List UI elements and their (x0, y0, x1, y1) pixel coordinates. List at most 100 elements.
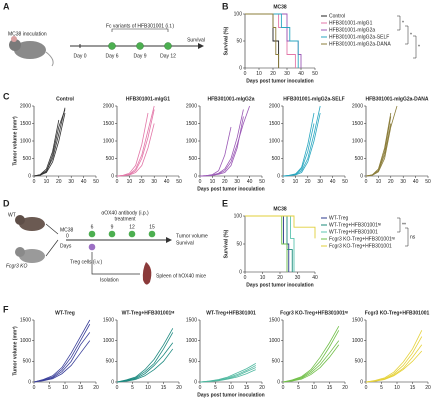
y-tick-label: 50 (236, 38, 242, 44)
survival-curve (245, 13, 280, 68)
y-tick-label: 500 (189, 156, 198, 162)
y-tick-label: 0 (194, 379, 197, 385)
x-tick-label: 30 (400, 179, 406, 185)
legend-label: Fcgr3 KO-Treg+HFB301001 (329, 243, 392, 249)
x-tick-label: 5 (131, 385, 134, 391)
day-label: Day 9 (133, 53, 146, 59)
x-tick-label: 10 (256, 71, 262, 77)
bracket (111, 28, 169, 32)
x-tick-label: 30 (151, 179, 157, 185)
y-tick-label: 1500 (186, 317, 197, 323)
growth-curve (116, 112, 149, 177)
y-tick-label: 1000 (20, 338, 31, 344)
mouse-ear (11, 36, 17, 42)
significance: * (402, 20, 404, 26)
x-tick-label: 0 (244, 275, 247, 281)
panel-label: C (3, 91, 10, 101)
chart-title: WT-Treg (55, 310, 75, 316)
y-tick-label: 1000 (269, 338, 280, 344)
label: 0 (66, 233, 69, 239)
growth-curve (199, 363, 257, 383)
day-label: 15 (149, 224, 155, 230)
x-tick-label: 50 (259, 179, 265, 185)
y-tick-label: 1000 (352, 138, 363, 144)
x-tick-label: 50 (312, 71, 318, 77)
x-tick-label: 50 (342, 179, 348, 185)
y-tick-label: 1500 (103, 121, 114, 127)
x-tick-label: 10 (127, 179, 133, 185)
x-tick-label: 10 (394, 385, 400, 391)
x-tick-label: 0 (199, 179, 202, 185)
growth-curve (365, 344, 423, 383)
chart-title: HFB301001-mIgG2a-DANA (365, 96, 428, 102)
y-tick-label: 500 (272, 359, 281, 365)
y-tick-label: 1500 (186, 121, 197, 127)
mouse-tail (45, 51, 54, 67)
mouse-head (15, 215, 25, 225)
x-tick-label: 40 (330, 179, 336, 185)
y-tick-label: 2000 (269, 103, 280, 109)
y-tick-label: 500 (106, 156, 115, 162)
x-tick-label: 15 (161, 385, 167, 391)
growth-curve (282, 326, 340, 383)
x-tick-label: 15 (327, 385, 333, 391)
growth-curve (365, 116, 392, 177)
x-tick-label: 20 (56, 179, 62, 185)
x-tick-label: 30 (295, 275, 301, 281)
dose-dot (88, 230, 96, 238)
y-tick-label: 100 (234, 213, 243, 219)
label: Tumor volume (176, 233, 208, 239)
growth-curve (33, 319, 91, 383)
y-tick-label: 500 (23, 359, 32, 365)
growth-curve (116, 348, 174, 383)
x-tick-label: 0 (244, 71, 247, 77)
panel-label: A (3, 1, 10, 11)
growth-curve (282, 344, 340, 383)
y-tick-label: 0 (194, 173, 197, 179)
x-tick-label: 0 (365, 179, 368, 185)
dose-dot (108, 230, 116, 238)
panel-label: E (222, 198, 228, 208)
x-tick-label: 50 (93, 179, 99, 185)
arrowhead (166, 237, 172, 243)
growth-curve (116, 332, 174, 383)
legend-label: HFB301001-mIgG2a (329, 27, 375, 33)
y-tick-label: 1500 (20, 121, 31, 127)
y-tick-label: 0 (28, 379, 31, 385)
growth-curve (116, 328, 174, 383)
y-tick-label: 500 (355, 359, 364, 365)
y-tick-label: 500 (189, 359, 198, 365)
x-tick-label: 10 (145, 385, 151, 391)
x-tick-label: 20 (259, 385, 265, 391)
y-tick-label: 0 (277, 173, 280, 179)
x-tick-label: 20 (139, 179, 145, 185)
label: Fc variants of HFB301001 (i.t.) (106, 23, 174, 29)
significance: * (418, 44, 420, 50)
y-tick-label: 1500 (269, 121, 280, 127)
x-tick-label: 0 (116, 385, 119, 391)
significance: ** (402, 222, 406, 228)
y-tick-label: 2000 (186, 103, 197, 109)
panel-label: F (3, 304, 9, 314)
x-tick-label: 0 (365, 385, 368, 391)
spleen-icon (142, 262, 152, 285)
y-axis-label: Tumor volume (mm³) (12, 116, 18, 166)
legend-label: HFB301001-mIgG2a-DANA (329, 41, 391, 47)
growth-curve (33, 109, 66, 177)
chart-title: HFB301001-mIgG1 (126, 96, 170, 102)
label: MC38 inoculation (8, 31, 47, 37)
x-tick-label: 10 (376, 179, 382, 185)
x-tick-label: 0 (282, 179, 285, 185)
x-tick-label: 0 (199, 385, 202, 391)
y-tick-label: 1500 (269, 317, 280, 323)
diagram-d: WT Fcgr3 KO MC38 0 Days αOX40 antibody (… (6, 210, 208, 285)
dose-dot (136, 42, 144, 50)
label: treatment (114, 216, 136, 222)
y-tick-label: 2000 (20, 103, 31, 109)
x-tick-label: 10 (210, 179, 216, 185)
x-tick-label: 20 (342, 385, 348, 391)
growth-curve (33, 340, 91, 383)
y-tick-label: 50 (236, 241, 242, 247)
